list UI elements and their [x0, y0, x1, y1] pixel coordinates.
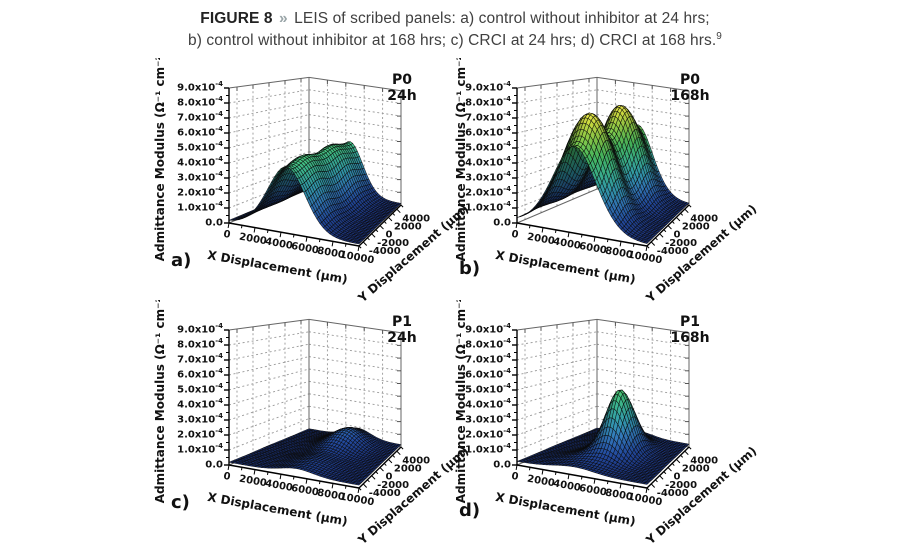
subplot-letter-b: b): [459, 258, 481, 279]
subplot-b: P0 168h b): [455, 58, 815, 310]
panel-time: 168h: [670, 87, 710, 104]
panel-label-a: P0 24h: [357, 72, 447, 104]
panel-id: P0: [679, 72, 700, 88]
caption-separator-icon: »: [279, 10, 288, 27]
subplot-letter-c: c): [171, 492, 190, 513]
surface-plot-canvas-c: [145, 300, 505, 550]
panel-id: P0: [391, 72, 412, 88]
panel-id: P1: [391, 314, 412, 330]
panel-id: P1: [679, 314, 700, 330]
panel-time: 168h: [670, 329, 710, 346]
panel-label-c: P1 24h: [357, 314, 447, 346]
footnote-reference: 9: [716, 31, 722, 42]
subplot-a: P0 24h a): [145, 58, 505, 310]
subplot-letter-a: a): [171, 250, 192, 271]
panel-time: 24h: [387, 329, 417, 346]
subplot-c: P1 24h c): [145, 300, 505, 550]
caption-line2: b) control without inhibitor at 168 hrs;…: [188, 32, 717, 50]
figure-caption: FIGURE 8 » LEIS of scribed panels: a) co…: [130, 8, 780, 52]
surface-plot-canvas-b: [455, 58, 815, 310]
figure-label: FIGURE 8: [200, 10, 273, 27]
panel-time: 24h: [387, 87, 417, 104]
surface-plot-canvas-a: [145, 58, 505, 310]
panel-label-d: P1 168h: [645, 314, 735, 346]
subplot-letter-d: d): [459, 500, 481, 521]
surface-plot-canvas-d: [455, 300, 815, 550]
subplot-d: P1 168h d): [455, 300, 815, 550]
panel-label-b: P0 168h: [645, 72, 735, 104]
caption-line1: LEIS of scribed panels: a) control witho…: [294, 10, 710, 27]
